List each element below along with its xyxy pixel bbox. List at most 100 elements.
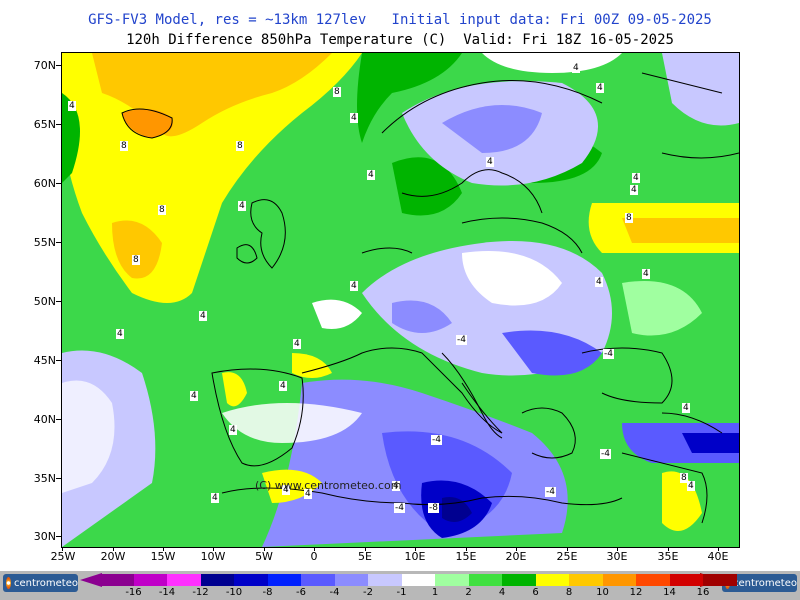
color-scale-label: 8: [565, 587, 573, 598]
centrometeo-logo-icon: [6, 577, 11, 589]
lat-tick: [56, 183, 61, 184]
color-scale-label: -14: [158, 587, 176, 598]
lat-tick: [56, 124, 61, 125]
map-subtitle: 120h Difference 850hPa Temperature (C) V…: [126, 32, 674, 48]
color-scale-label: 2: [465, 587, 472, 598]
contour-label: 4: [304, 489, 312, 499]
lon-tick: [62, 547, 63, 551]
contour-label: 8: [333, 87, 341, 97]
color-swatch: [669, 574, 704, 586]
lon-label: 15E: [455, 550, 477, 563]
contour-label: -8: [428, 503, 439, 513]
lon-tick: [314, 547, 315, 551]
contour-label: 4: [116, 329, 124, 339]
lon-label: 5E: [358, 550, 372, 563]
contour-label: 8: [680, 473, 688, 483]
lat-tick: [56, 478, 61, 479]
contour-label: 4: [596, 83, 604, 93]
color-scale-label: -8: [262, 587, 273, 598]
lon-tick: [213, 547, 214, 551]
lat-label: 40N: [33, 413, 56, 426]
color-swatch: [167, 574, 201, 586]
color-scale-label: 10: [596, 587, 609, 598]
color-scale-label: 6: [532, 587, 539, 598]
color-scale-label: -16: [125, 587, 142, 598]
contour-label: 4: [350, 113, 358, 123]
contour-label: 4: [687, 481, 695, 491]
logo-text: centrometeo: [732, 577, 797, 589]
contour-label: 4: [211, 493, 219, 503]
lon-tick: [163, 547, 164, 551]
contour-label: 4: [68, 101, 76, 111]
lon-label: 35E: [657, 550, 679, 563]
lat-label: 65N: [33, 118, 56, 131]
color-scale-label: -10: [225, 587, 243, 598]
copyright-watermark: (C) www.centrometeo.com: [255, 479, 402, 492]
lat-tick: [56, 419, 61, 420]
lat-tick: [56, 360, 61, 361]
contour-label: 4: [190, 391, 198, 401]
lon-label: 25W: [50, 550, 76, 563]
color-scale-bar: centrometeo centrometeo -16 -14 -12 -10 -8 -6…: [0, 571, 800, 600]
lon-label: 5W: [255, 550, 273, 563]
lon-label: 30E: [606, 550, 628, 563]
color-scale-label: 12: [629, 587, 643, 598]
contour-label: 8: [158, 205, 166, 215]
lon-label: 0: [310, 550, 318, 563]
lon-label: 20E: [505, 550, 527, 563]
lon-tick: [617, 547, 618, 551]
color-scale-label: -2: [363, 587, 373, 598]
contour-label: 4: [642, 269, 650, 279]
color-swatch: [703, 574, 737, 586]
lat-label: 45N: [33, 354, 56, 367]
color-swatch: [100, 574, 134, 586]
lat-tick: [56, 65, 61, 66]
lat-label: 60N: [33, 177, 56, 190]
contour-label: 4: [632, 173, 640, 183]
scale-left-arrow: [80, 573, 102, 587]
map-title: GFS-FV3 Model, res = ~13km 127lev Initia…: [88, 12, 712, 28]
lon-label: 10W: [200, 550, 226, 563]
contour-label: -4: [600, 449, 611, 459]
contour-label: 8: [625, 213, 633, 223]
lon-label: 25E: [556, 550, 578, 563]
color-swatch: [334, 574, 369, 586]
color-swatch: [401, 574, 436, 586]
lon-label: 15W: [150, 550, 176, 563]
contour-label: 8: [132, 255, 140, 265]
contour-label: 4: [682, 403, 690, 413]
contour-label: 4: [367, 170, 375, 180]
color-swatch: [569, 574, 603, 586]
contour-label: -4: [394, 503, 405, 513]
color-swatch: [502, 574, 536, 586]
lat-label: 70N: [33, 59, 56, 72]
lon-tick: [466, 547, 467, 551]
contour-label: -4: [431, 435, 442, 445]
contour-label: 4: [350, 281, 358, 291]
color-swatch: [234, 574, 268, 586]
color-scale-label: -4: [329, 587, 340, 598]
lon-tick: [415, 547, 416, 551]
color-swatch: [435, 574, 469, 586]
contour-label: 4: [486, 157, 494, 167]
color-swatch: [200, 574, 235, 586]
lon-label: 20W: [100, 550, 126, 563]
temperature-difference-map: 8 4 8 8 4 8 8 4 4 4 4 4 4 8 4 4 4 4 4 4 …: [61, 52, 740, 548]
lon-tick: [516, 547, 517, 551]
contour-label: 4: [282, 485, 290, 495]
lat-label: 50N: [33, 295, 56, 308]
lat-label: 35N: [33, 472, 56, 485]
color-swatch: [267, 574, 302, 586]
color-swatch: [602, 574, 637, 586]
lon-tick: [718, 547, 719, 551]
contour-label: 4: [229, 425, 237, 435]
lat-label: 55N: [33, 236, 56, 249]
lon-tick: [113, 547, 114, 551]
contour-label: 4: [572, 63, 580, 73]
lon-tick: [264, 547, 265, 551]
contour-label: 8: [236, 141, 244, 151]
color-scale-label: -6: [296, 587, 306, 598]
lon-tick: [567, 547, 568, 551]
lon-tick: [365, 547, 366, 551]
color-scale-label: 16: [696, 587, 710, 598]
